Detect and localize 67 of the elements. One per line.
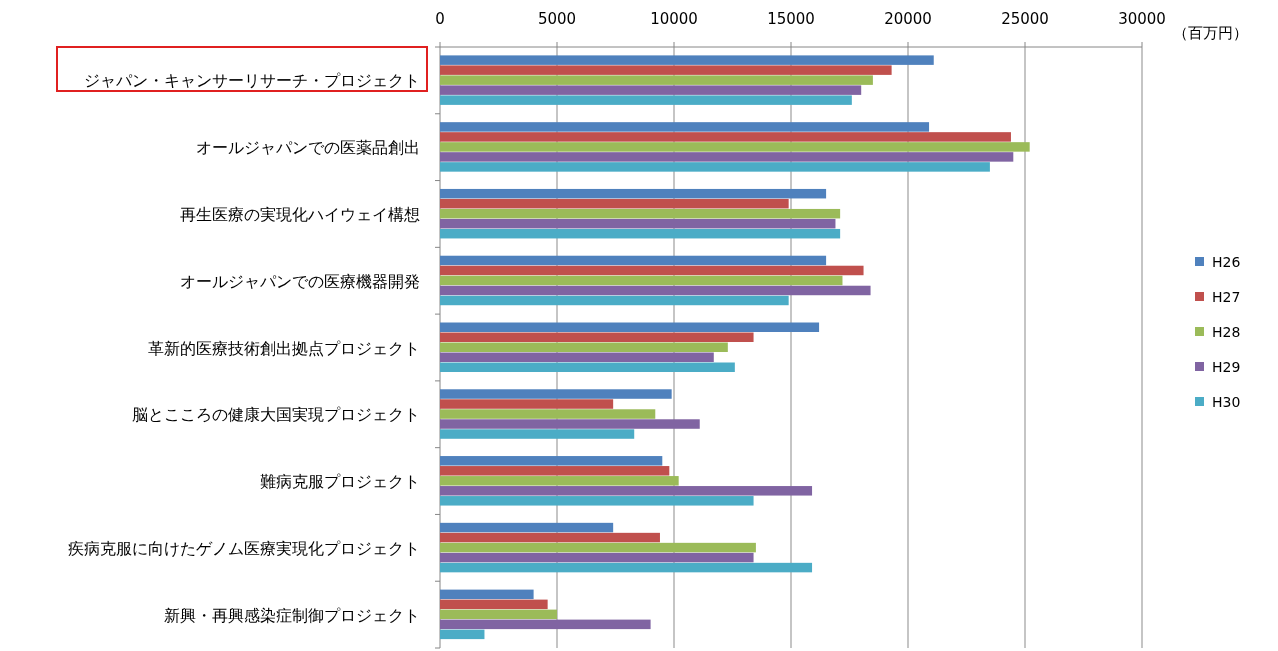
bar <box>440 122 930 132</box>
bar <box>440 65 892 75</box>
bar <box>440 208 841 219</box>
bar <box>440 542 756 553</box>
legend-label: H30 <box>1212 394 1241 410</box>
bar <box>440 255 827 266</box>
x-tick-label: 0 <box>435 10 445 28</box>
bar <box>440 496 754 506</box>
bar <box>440 399 614 409</box>
bar <box>440 152 1014 162</box>
bar <box>440 352 714 362</box>
bar <box>440 619 651 630</box>
legend-label: H26 <box>1212 254 1241 270</box>
bar <box>440 599 548 610</box>
bar <box>440 162 990 172</box>
y-tick-label: 再生医療の実現化ハイウェイ構想 <box>180 204 420 224</box>
bar <box>440 562 813 573</box>
y-tick-label: 難病克服プロジェクト <box>260 472 420 492</box>
bar <box>440 198 789 209</box>
x-tick-label: 30000 <box>1118 10 1166 28</box>
x-axis-title: （百万円） <box>1172 24 1248 42</box>
legend-label: H27 <box>1212 289 1241 305</box>
bar <box>440 75 873 85</box>
bar <box>440 466 670 476</box>
bar <box>440 275 843 286</box>
bar <box>440 589 534 600</box>
bar <box>440 609 557 620</box>
bar <box>440 285 871 296</box>
bar <box>440 476 679 486</box>
y-tick-label: オールジャパンでの医薬品創出 <box>196 138 420 158</box>
bar <box>440 142 1030 152</box>
y-tick-label: オールジャパンでの医療機器開発 <box>180 271 420 291</box>
bar <box>440 322 820 332</box>
x-tick-label: 15000 <box>767 10 815 28</box>
bar <box>440 552 754 563</box>
x-tick-label: 25000 <box>1001 10 1049 28</box>
bar <box>440 532 660 543</box>
y-tick-label: 脳とこころの健康大国実現プロジェクト <box>132 405 420 425</box>
legend-label: H29 <box>1212 359 1241 375</box>
bar <box>440 85 862 95</box>
y-tick-label: 新興・再興感染症制御プロジェクト <box>164 605 420 625</box>
bar <box>440 456 663 466</box>
y-tick-label: ジャパン・キャンサーリサーチ・プロジェクト <box>84 71 420 91</box>
bar <box>440 389 672 399</box>
y-tick-label: 疾病克服に向けたゲノム医療実現化プロジェクト <box>68 538 420 558</box>
bar <box>440 629 485 640</box>
x-tick-label: 10000 <box>650 10 698 28</box>
bar <box>440 429 635 439</box>
bar <box>440 362 735 372</box>
bar <box>440 295 789 306</box>
bar <box>440 419 700 429</box>
legend-label: H28 <box>1212 324 1241 340</box>
y-tick-label: 革新的医療技術創出拠点プロジェクト <box>148 338 420 358</box>
bar <box>440 332 754 342</box>
bar <box>440 95 852 105</box>
bar <box>440 55 934 65</box>
bar <box>440 132 1011 142</box>
bar <box>440 342 728 352</box>
bar <box>440 188 827 199</box>
bar <box>440 228 841 239</box>
bar <box>440 265 864 276</box>
x-tick-label: 5000 <box>537 10 577 28</box>
bar <box>440 486 813 496</box>
bar <box>440 218 836 229</box>
bar <box>440 522 614 533</box>
bar <box>440 409 656 419</box>
x-tick-label: 20000 <box>884 10 932 28</box>
